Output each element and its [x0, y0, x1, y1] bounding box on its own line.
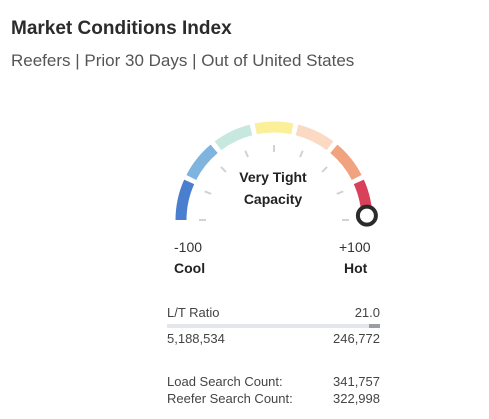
lt-ratio-value: 21.0 — [354, 305, 380, 320]
load-search-value: 341,757 — [333, 374, 380, 389]
gauge-tick — [220, 166, 227, 173]
gauge-tick — [321, 166, 328, 173]
gauge-segment-5 — [295, 124, 334, 151]
lt-ratio-bar — [167, 324, 380, 328]
gauge-segment-4 — [254, 121, 294, 135]
lt-ratio-bar-fill — [369, 324, 380, 328]
reefer-search-label: Reefer Search Count: — [167, 391, 293, 406]
gauge-segment-2 — [186, 144, 218, 181]
gauge-max-label: Hot — [344, 260, 368, 276]
gauge-min-label: Cool — [174, 260, 206, 276]
gauge-segment-1 — [175, 179, 195, 221]
gauge-tick — [204, 190, 212, 195]
gauge-segment-6 — [330, 144, 362, 181]
gauge-tick — [336, 190, 344, 195]
gauge-status-line1: Very Tight — [239, 169, 307, 185]
gauge-tick — [244, 150, 249, 158]
gauge-segment-3 — [214, 124, 253, 151]
truck-count: 246,772 — [333, 331, 380, 346]
gauge-min-value: -100 — [174, 239, 203, 255]
load-count: 5,188,534 — [167, 331, 225, 346]
gauge-ticks — [199, 145, 349, 221]
load-search-label: Load Search Count: — [167, 374, 283, 389]
page-subtitle: Reefers | Prior 30 Days | Out of United … — [11, 51, 355, 70]
gauge-status-line2: Capacity — [243, 191, 303, 207]
page-title: Market Conditions Index — [11, 18, 232, 39]
gauge-indicator-knob — [355, 204, 378, 227]
gauge-tick — [299, 150, 304, 158]
reefer-search-value: 322,998 — [333, 391, 380, 406]
gauge-max-value: +100 — [339, 239, 371, 255]
lt-ratio-label: L/T Ratio — [167, 305, 220, 320]
